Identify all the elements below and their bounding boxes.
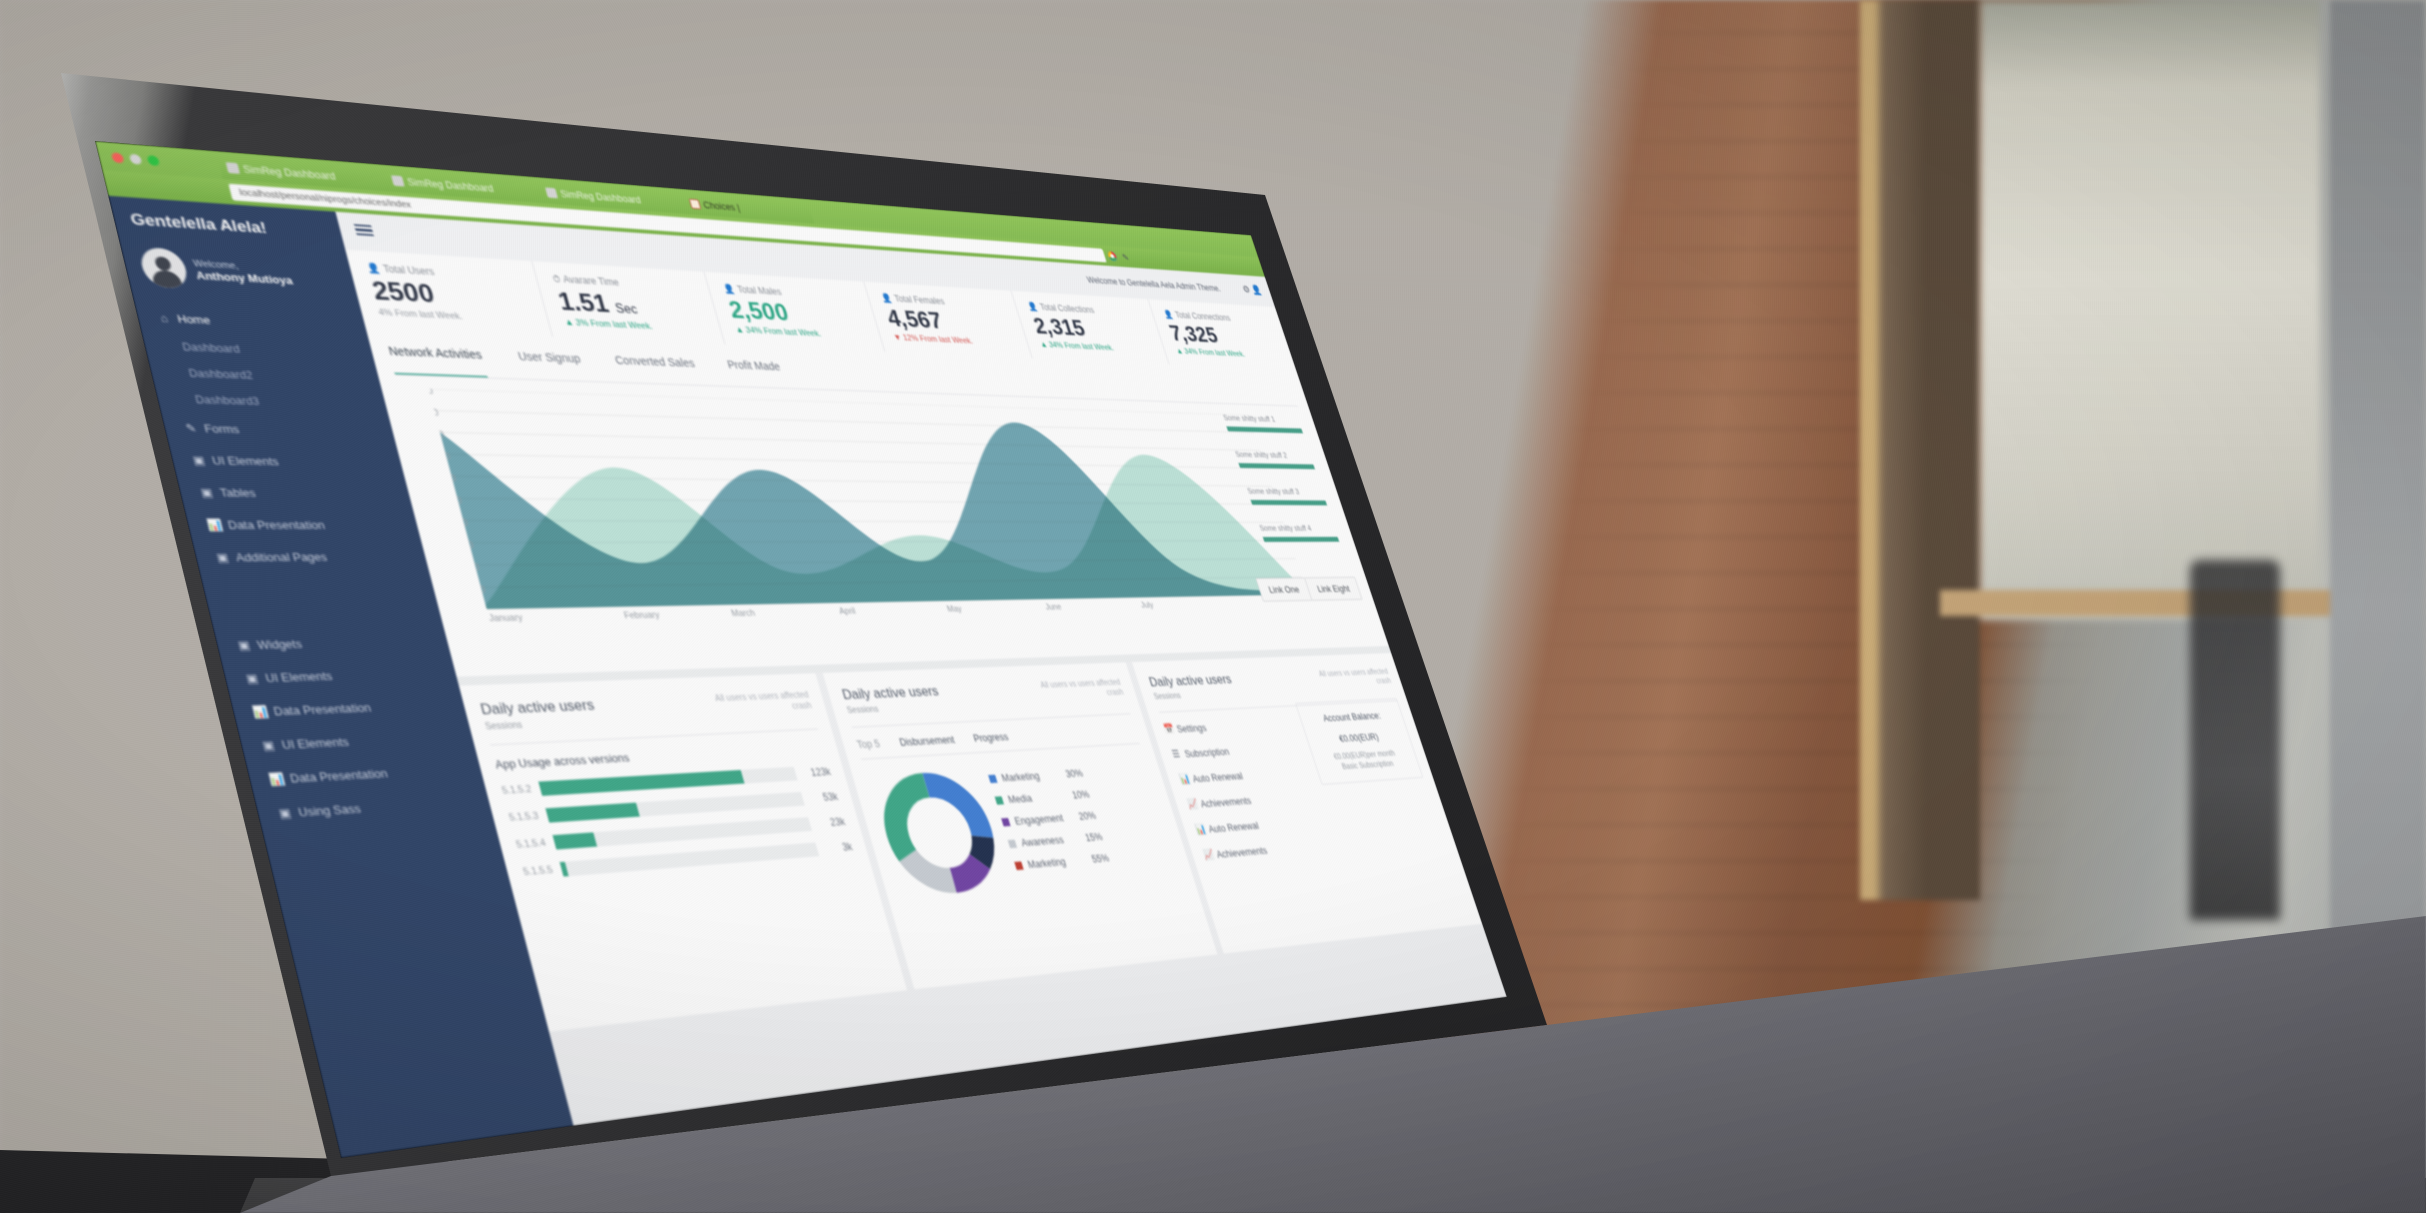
svg-text:80: 80 — [433, 430, 446, 440]
svg-text:100: 100 — [428, 389, 434, 397]
svg-text:90: 90 — [428, 408, 440, 418]
